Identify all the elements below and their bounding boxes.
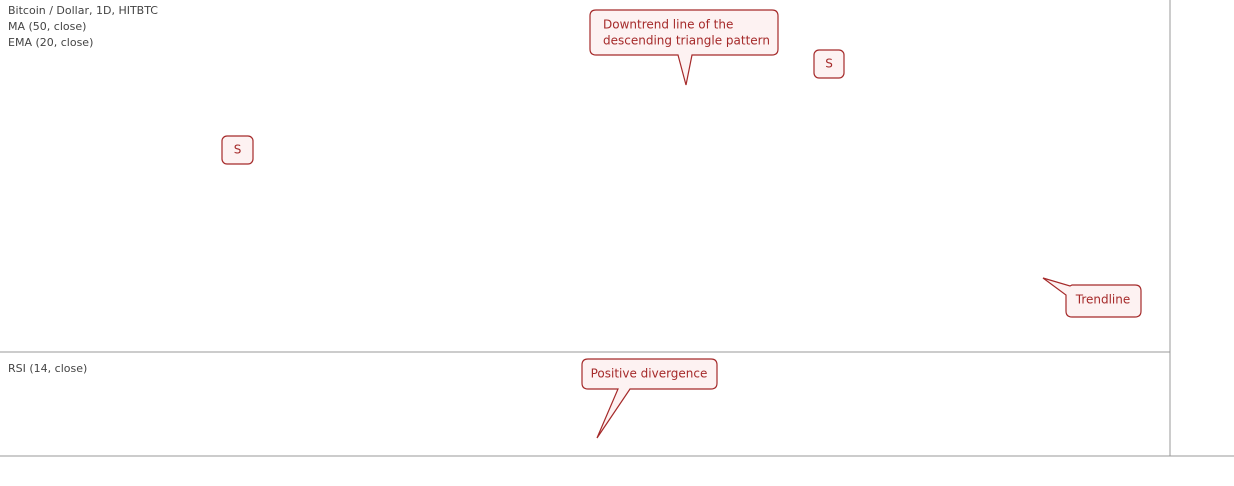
annotation-text: Downtrend line of the [603,18,733,32]
annotation-s1: S [221,135,254,165]
chart-title: Bitcoin / Dollar, 1D, HITBTC [8,4,158,17]
annotation-divergence: Positive divergence [581,358,718,439]
callout-box [1042,277,1142,318]
annotation-s2: S [813,49,845,79]
legend-ema: EMA (20, close) [8,36,93,49]
callout-box [581,358,718,439]
legend-ma: MA (50, close) [8,20,86,33]
annotation-text: S [825,57,833,71]
annotation-text: S [234,143,242,157]
callout-box [813,49,845,79]
annotation-text: Positive divergence [591,367,708,381]
annotation-trendline: Trendline [1042,277,1142,318]
annotation-text: descending triangle pattern [603,34,770,48]
legend-rsi: RSI (14, close) [8,362,87,375]
callout-box [589,9,779,86]
annotation-text: Trendline [1075,293,1131,307]
callout-box [221,135,254,165]
annotation-downtrend: Downtrend line of the descending triangl… [589,9,779,86]
